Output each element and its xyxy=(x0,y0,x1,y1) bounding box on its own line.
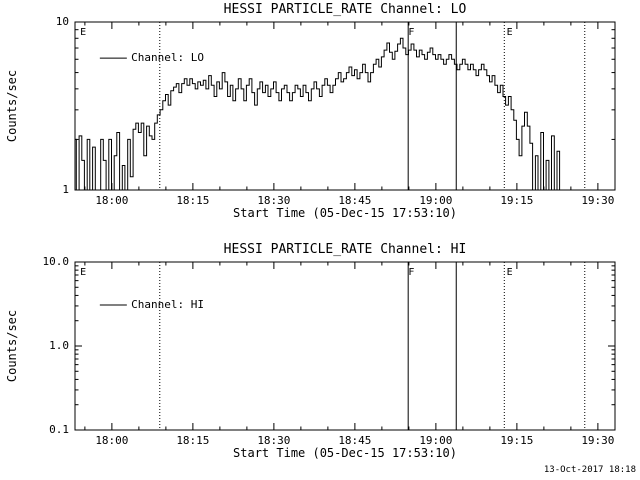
x-axis-label: Start Time (05-Dec-15 17:53:10) xyxy=(233,206,457,220)
annotation-letter: E xyxy=(80,27,86,38)
legend-label: Channel: LO xyxy=(131,51,204,64)
plot-box xyxy=(74,21,616,191)
y-tick-label: 10.0 xyxy=(43,255,70,268)
lo-chart-svg: HESSI PARTICLE_RATE Channel: LO Start Tim… xyxy=(5,2,616,220)
x-tick-label: 18:00 xyxy=(95,194,128,207)
hi-chart-svg: HESSI PARTICLE_RATE Channel: HI Start Tim… xyxy=(5,242,616,460)
plot-timestamp: 13-Oct-2017 18:18 xyxy=(543,465,636,475)
legend-label: Channel: HI xyxy=(131,298,204,311)
annotation-letter: E xyxy=(507,267,513,278)
x-tick-label: 18:15 xyxy=(176,434,209,447)
plot-box xyxy=(74,261,616,431)
y-tick-label: 1 xyxy=(62,183,69,196)
x-tick-label: 18:45 xyxy=(338,434,371,447)
x-tick-label: 19:15 xyxy=(500,434,533,447)
annotation-letter: E xyxy=(507,27,513,38)
x-tick-label: 18:15 xyxy=(176,194,209,207)
data-series-line xyxy=(75,37,561,191)
chart-title: HESSI PARTICLE_RATE Channel: HI xyxy=(224,242,467,257)
y-tick-label: 0.1 xyxy=(49,423,69,436)
x-tick-label: 19:30 xyxy=(581,434,614,447)
y-tick-label: 10 xyxy=(56,15,69,28)
x-tick-label: 18:45 xyxy=(338,194,371,207)
x-tick-label: 19:00 xyxy=(419,434,452,447)
x-tick-label: 18:00 xyxy=(95,434,128,447)
x-tick-label: 19:00 xyxy=(419,194,452,207)
chart-title: HESSI PARTICLE_RATE Channel: LO xyxy=(224,2,467,17)
x-axis-label: Start Time (05-Dec-15 17:53:10) xyxy=(233,446,457,460)
y-tick-label: 1.0 xyxy=(49,339,69,352)
annotation-letter: F xyxy=(408,27,414,38)
annotation-letter: F xyxy=(408,267,414,278)
y-axis-label: Counts/sec xyxy=(5,310,19,382)
y-axis-label: Counts/sec xyxy=(5,70,19,142)
annotation-letter: E xyxy=(80,267,86,278)
x-tick-label: 19:15 xyxy=(500,194,533,207)
x-tick-label: 19:30 xyxy=(581,194,614,207)
x-tick-label: 18:30 xyxy=(257,434,290,447)
x-tick-label: 18:30 xyxy=(257,194,290,207)
